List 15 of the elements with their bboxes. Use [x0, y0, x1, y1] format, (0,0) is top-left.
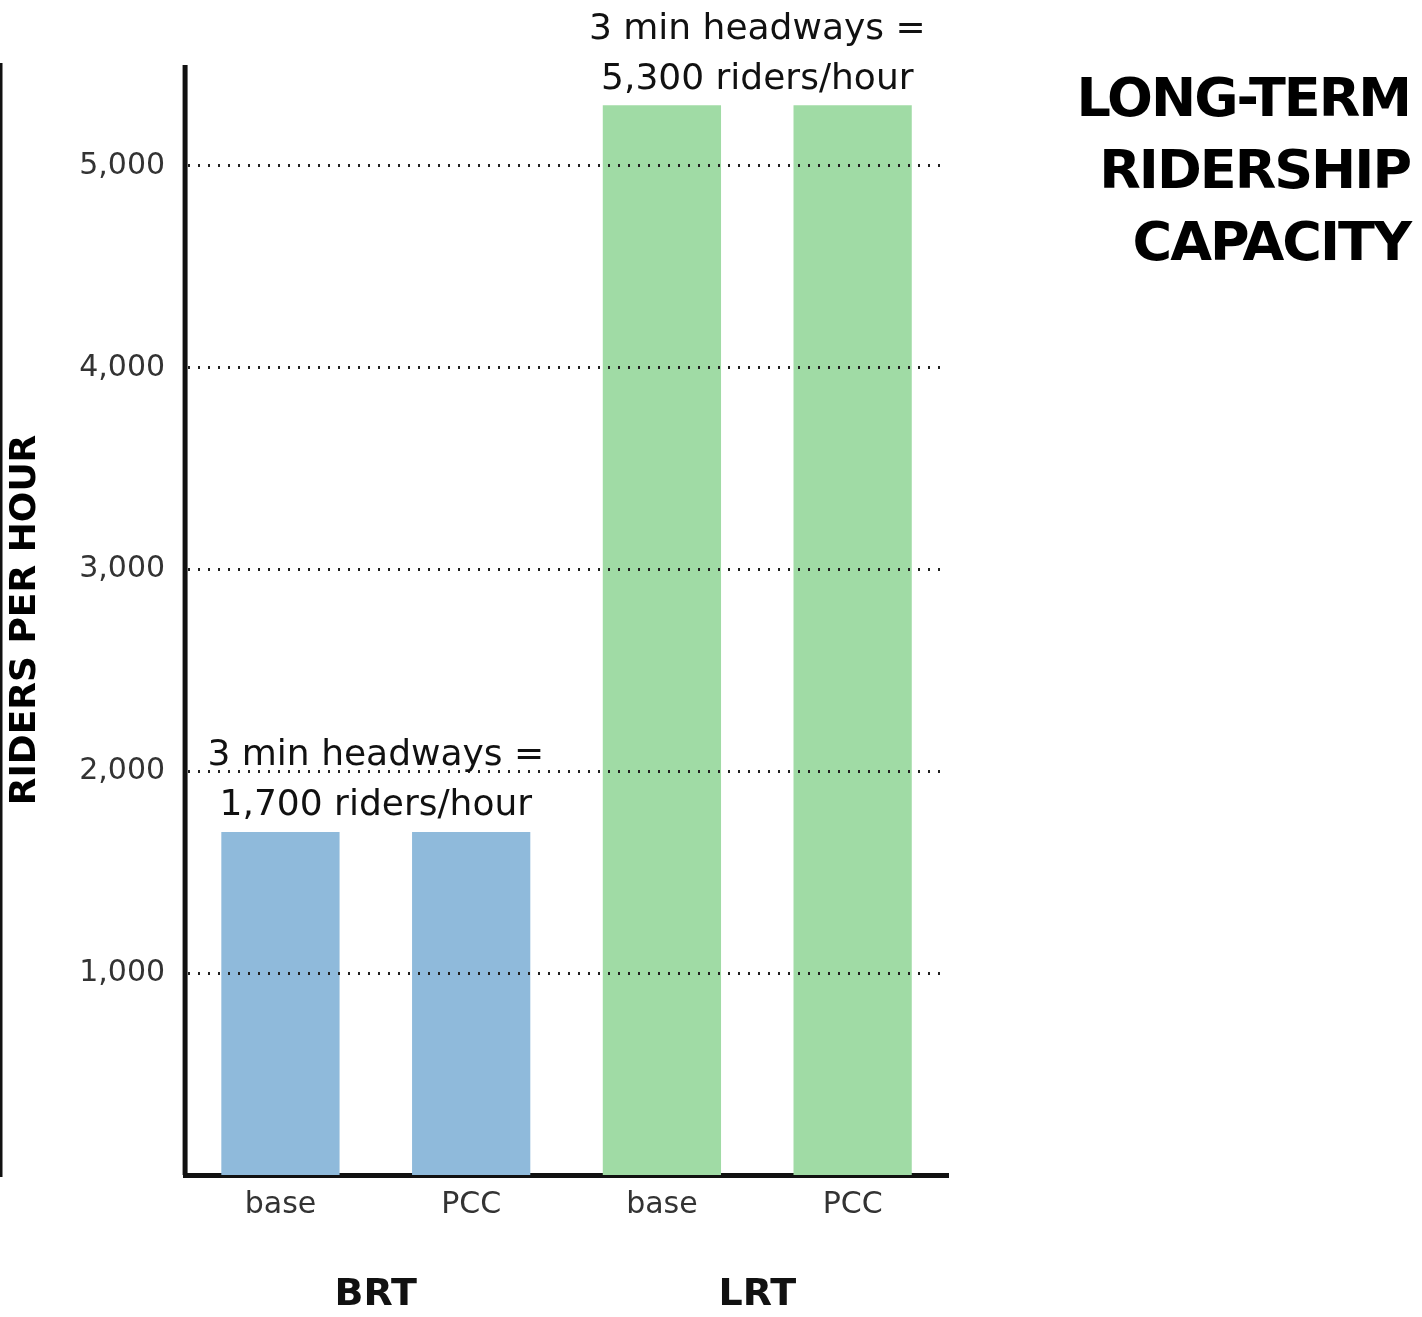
- y-tick-label: 4,000: [79, 347, 166, 383]
- y-axis-title: RIDERS PER HOUR: [1, 434, 43, 806]
- text: BRT: [334, 1269, 418, 1314]
- y-tick-label: 3,000: [79, 549, 166, 585]
- text: LRT: [718, 1269, 797, 1314]
- y-tick-label: 5,000: [79, 145, 166, 181]
- annotation: 3 min headways = 1,700 riders/hour: [207, 732, 545, 824]
- x-tick-label: base: [626, 1184, 698, 1220]
- text: LONG-TERM RIDERSHIP CAPACITY: [1076, 65, 1410, 275]
- y-tick-label: 1,000: [79, 952, 166, 988]
- x-tick-label: PCC: [822, 1184, 883, 1220]
- x-tick-label: base: [244, 1184, 317, 1220]
- x-tick-label: PCC: [441, 1184, 502, 1220]
- annotation: 3 min headways = 5,300 riders/hour: [588, 5, 926, 97]
- y-tick-label: 2,000: [79, 751, 166, 787]
